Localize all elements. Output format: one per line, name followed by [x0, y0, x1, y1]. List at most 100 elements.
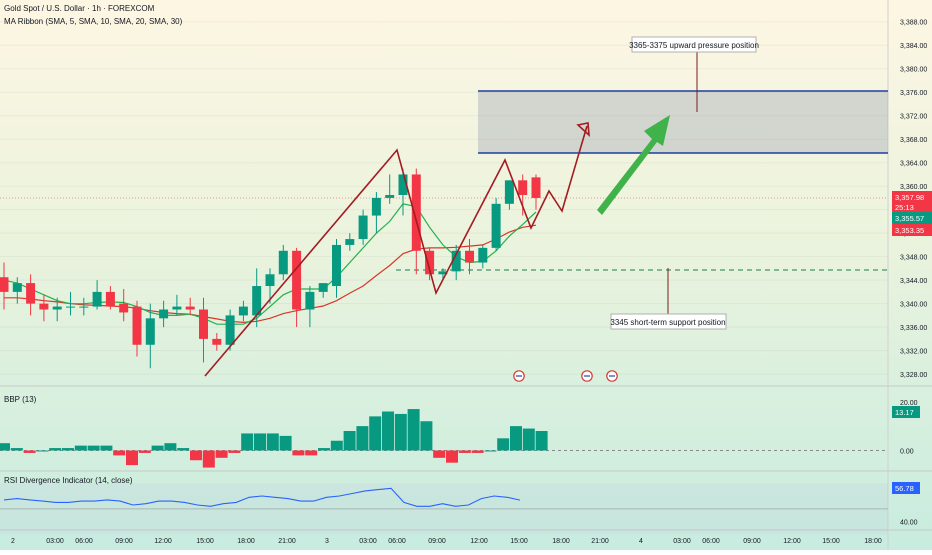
- candle-body: [119, 303, 129, 313]
- time-tick-label: 03:00: [46, 538, 64, 545]
- candle-body: [332, 244, 341, 287]
- time-tick-label: 18:00: [552, 538, 570, 545]
- resistance-zone: [478, 91, 888, 153]
- price-tick-label: 3,376.00: [900, 90, 927, 97]
- bbp-bar: [126, 450, 138, 466]
- time-tick-label: 06:00: [75, 538, 93, 545]
- candle-body: [411, 174, 421, 251]
- bbp-bar: [420, 421, 433, 451]
- bbp-bar: [100, 445, 113, 451]
- candle-body: [132, 306, 142, 345]
- price-tick-label: 3,340.00: [900, 302, 927, 309]
- time-tick-label: 21:00: [591, 538, 609, 545]
- candle-body: [185, 306, 195, 310]
- bbp-bar: [433, 450, 446, 458]
- candle-body: [92, 291, 102, 307]
- time-tick-label: 21:00: [278, 538, 296, 545]
- bbp-bar: [330, 440, 343, 451]
- bbp-title: BBP (13): [4, 395, 37, 404]
- bbp-bar: [202, 450, 215, 468]
- bbp-bar: [279, 435, 292, 451]
- candle-body: [465, 250, 474, 263]
- candle-body: [79, 306, 89, 308]
- bbp-bar: [407, 409, 420, 451]
- flag-icon: [606, 370, 618, 382]
- candle-body: [318, 283, 328, 292]
- bbp-bar: [36, 450, 49, 452]
- countdown-label-box: [892, 201, 932, 213]
- bbp-bar: [49, 448, 62, 451]
- ma-slow-label: 3,353.35: [895, 226, 924, 235]
- candle-body: [252, 286, 262, 316]
- bbp-bar: [113, 450, 126, 456]
- bbp-bar: [164, 443, 177, 451]
- price-tick-label: 3,372.00: [900, 114, 927, 121]
- last-price-label: 3,357.98: [895, 193, 924, 202]
- rsi-value-label: 56.78: [895, 484, 914, 493]
- bbp-bar: [10, 448, 23, 451]
- time-tick-label: 12:00: [154, 538, 172, 545]
- price-tick-label: 3,332.00: [900, 349, 927, 356]
- bbp-bar: [394, 413, 407, 451]
- price-tick-label: 3,388.00: [900, 20, 927, 27]
- bbp-bar: [215, 450, 228, 458]
- candle-body: [358, 215, 368, 240]
- bbp-bar: [356, 426, 369, 451]
- annotation-box: [610, 313, 727, 330]
- price-tick-label: 3,364.00: [900, 161, 927, 168]
- candle-body: [451, 250, 461, 272]
- candle-body: [52, 306, 62, 310]
- annotation-box: [631, 36, 757, 53]
- rsi-line: [3, 487, 521, 507]
- bbp-bar: [292, 450, 305, 456]
- bbp-bar: [87, 445, 100, 451]
- candle-body: [199, 309, 208, 339]
- bbp-bar: [522, 428, 535, 451]
- projection-path: [204, 125, 588, 377]
- candle-body: [531, 177, 541, 198]
- time-tick-label: 06:00: [702, 538, 720, 545]
- event-icon: [513, 370, 525, 382]
- candle-body: [0, 277, 9, 292]
- bbp-bar: [458, 450, 471, 453]
- bbp-bar: [74, 445, 87, 451]
- time-tick-label: 18:00: [237, 538, 255, 545]
- candle-body: [39, 303, 49, 310]
- candle-body: [292, 250, 302, 310]
- bbp-value-label: 13.17: [895, 408, 914, 417]
- time-tick-label: 4: [639, 538, 643, 545]
- bbp-bar: [241, 433, 254, 451]
- candle-body: [385, 195, 395, 198]
- candle-body: [265, 274, 275, 287]
- bbp-bar: [254, 433, 266, 451]
- candle-body: [478, 247, 488, 263]
- bbp-bar: [497, 438, 510, 451]
- bbp-bar: [535, 431, 548, 451]
- bbp-bar: [177, 448, 190, 451]
- bbp-value-label-box: [892, 406, 920, 418]
- bbp-tick-label: 0.00: [900, 449, 914, 456]
- time-tick-label: 09:00: [428, 538, 446, 545]
- candle-body: [238, 306, 248, 316]
- price-tick-label: 3,344.00: [900, 278, 927, 285]
- candle-body: [278, 250, 288, 275]
- candle-body: [345, 239, 355, 245]
- candle-body: [305, 291, 315, 310]
- candle-body: [425, 250, 435, 275]
- bbp-bar: [190, 450, 202, 461]
- countdown-label: 25:13: [895, 203, 914, 212]
- time-tick-label: 12:00: [783, 538, 801, 545]
- time-tick-label: 15:00: [196, 538, 214, 545]
- candle-body: [504, 180, 514, 204]
- bbp-bar: [484, 450, 497, 452]
- time-tick-label: 12:00: [470, 538, 488, 545]
- time-tick-label: 18:00: [864, 538, 882, 545]
- bbp-bar: [151, 445, 164, 451]
- symbol-title: Gold Spot / U.S. Dollar · 1h · FOREXCOM: [4, 4, 155, 13]
- candle-body: [398, 174, 408, 195]
- bbp-bar: [62, 448, 74, 451]
- ma-fast-label: 3,355.57: [895, 214, 924, 223]
- bbp-bar: [266, 433, 279, 451]
